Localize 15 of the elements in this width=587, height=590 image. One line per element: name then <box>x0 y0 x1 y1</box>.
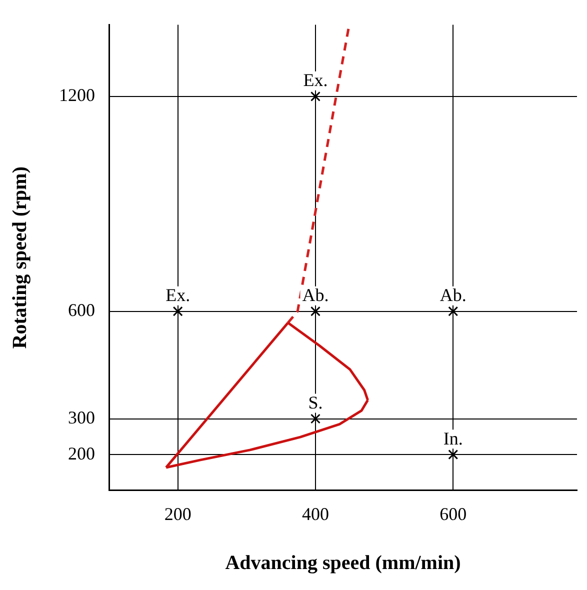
x-axis-title: Advancing speed (mm/min) <box>225 552 461 574</box>
x-tick-label: 400 <box>302 504 329 524</box>
y-tick-label: 200 <box>68 443 95 464</box>
x-tick-label: 200 <box>164 504 192 524</box>
annotation: Ab. <box>302 285 329 306</box>
y-tick-label: 600 <box>68 300 95 320</box>
annotation: S. <box>308 392 323 413</box>
annotation: In. <box>443 428 463 448</box>
y-tick-label: 300 <box>68 408 95 428</box>
y-tick-label: 1200 <box>59 85 95 106</box>
annotation: Ex. <box>303 70 328 90</box>
y-axis-title: Rotating speed (rpm) <box>9 166 32 349</box>
annotation: Ab. <box>440 285 466 306</box>
x-tick-label: 600 <box>440 504 467 524</box>
annotation: Ex. <box>166 285 190 306</box>
